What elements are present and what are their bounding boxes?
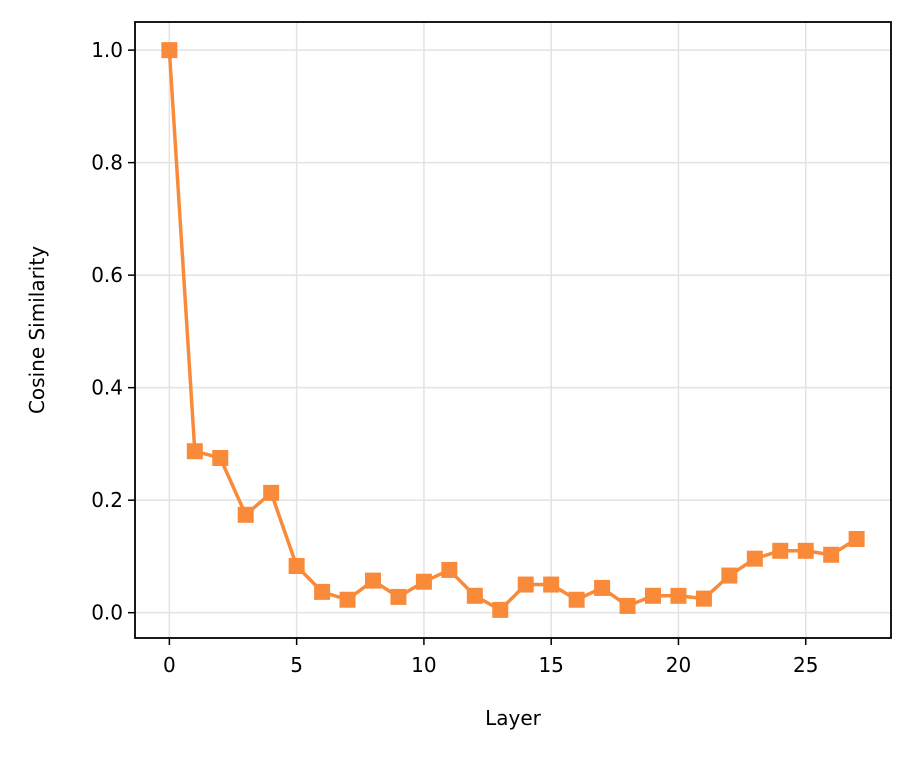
y-tick-label: 0.0: [91, 601, 123, 625]
marker: [517, 576, 534, 593]
marker: [695, 590, 712, 607]
x-axis-label: Layer: [485, 706, 542, 730]
x-tick-label: 20: [666, 653, 691, 677]
marker: [619, 597, 636, 614]
y-tick-label: 0.4: [91, 376, 123, 400]
marker: [415, 573, 432, 590]
marker: [492, 601, 509, 618]
y-tick-label: 1.0: [91, 38, 123, 62]
marker: [466, 587, 483, 604]
marker: [797, 542, 814, 559]
y-tick-label: 0.8: [91, 151, 123, 175]
plot-frame: [134, 21, 892, 639]
marker: [365, 572, 381, 589]
x-tick-label: 15: [538, 653, 563, 677]
y-axis-label: Cosine Similarity: [25, 246, 49, 414]
marker: [594, 579, 611, 596]
marker: [314, 583, 331, 600]
marker: [645, 587, 661, 604]
marker: [339, 591, 356, 608]
marker: [772, 542, 789, 559]
x-tick-label: 0: [163, 653, 176, 677]
marker: [288, 557, 305, 574]
x-tick-label: 25: [793, 653, 818, 677]
marker: [721, 567, 738, 584]
x-tick-label: 5: [290, 653, 303, 677]
marker: [212, 449, 229, 466]
marker: [823, 546, 840, 563]
marker: [237, 506, 254, 523]
marker: [568, 591, 585, 608]
series-line: [167, 50, 858, 613]
marker: [746, 550, 763, 567]
marker: [161, 42, 178, 59]
x-tick-label: 10: [411, 653, 436, 677]
marker: [543, 576, 560, 593]
marker: [848, 530, 865, 547]
marker: [390, 588, 407, 605]
marker: [670, 587, 687, 604]
y-tick-label: 0.2: [91, 488, 123, 512]
marker: [441, 561, 458, 578]
y-tick-label: 0.6: [91, 263, 123, 287]
marker: [186, 443, 203, 460]
marker: [263, 484, 280, 501]
